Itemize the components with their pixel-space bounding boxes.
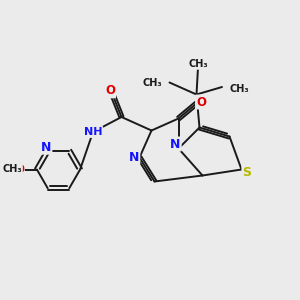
Text: O: O [196, 95, 206, 109]
Text: N: N [41, 141, 51, 154]
Text: S: S [242, 166, 251, 179]
Text: N: N [170, 137, 181, 151]
Text: NH: NH [84, 127, 102, 137]
Text: CH₃: CH₃ [2, 164, 22, 175]
Text: CH₃: CH₃ [188, 59, 208, 69]
Text: O: O [105, 84, 115, 98]
Text: N: N [129, 151, 139, 164]
Text: O: O [14, 163, 24, 176]
Text: CH₃: CH₃ [142, 77, 162, 88]
Text: CH₃: CH₃ [230, 83, 249, 94]
